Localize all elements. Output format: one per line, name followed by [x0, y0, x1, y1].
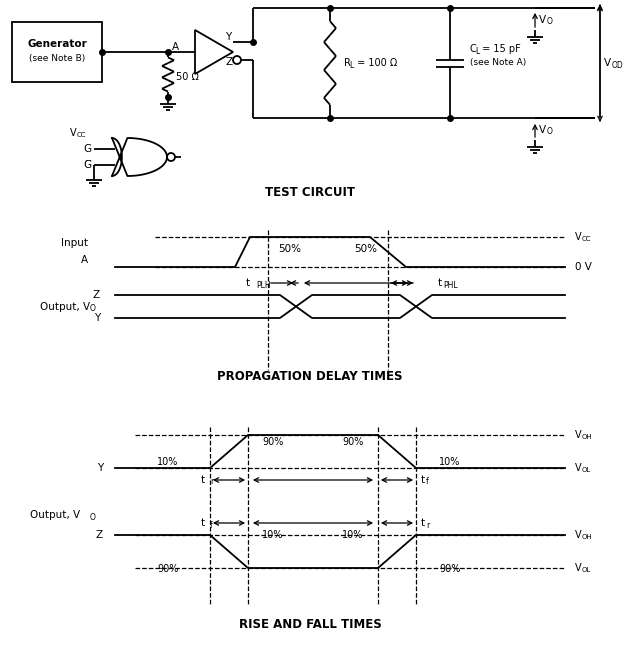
Text: Generator: Generator	[27, 39, 87, 49]
Text: A: A	[81, 255, 88, 265]
Text: t: t	[438, 278, 442, 288]
Text: V: V	[575, 232, 582, 242]
Text: L: L	[349, 60, 353, 69]
Text: V: V	[604, 58, 611, 68]
Text: C: C	[470, 44, 477, 54]
Text: V: V	[575, 563, 582, 573]
Text: O: O	[90, 513, 96, 521]
Text: R: R	[344, 58, 351, 68]
Text: OL: OL	[582, 467, 591, 473]
FancyBboxPatch shape	[12, 22, 102, 82]
Text: A: A	[172, 42, 179, 52]
Text: OH: OH	[582, 434, 593, 440]
Text: OD: OD	[612, 60, 624, 69]
Text: Output, V: Output, V	[30, 510, 80, 520]
Text: G̅: G̅	[83, 161, 91, 171]
Text: G: G	[83, 144, 91, 154]
Text: = 100 Ω: = 100 Ω	[354, 58, 397, 68]
Text: 10%: 10%	[157, 457, 179, 466]
Text: 90%: 90%	[262, 437, 284, 448]
Text: Z: Z	[225, 57, 232, 67]
Text: 90%: 90%	[157, 564, 179, 574]
Text: t: t	[201, 475, 205, 485]
Text: 10%: 10%	[439, 457, 461, 466]
Text: 10%: 10%	[262, 530, 284, 540]
Text: CC: CC	[77, 132, 86, 138]
Text: V: V	[539, 125, 546, 135]
Text: 50%: 50%	[355, 244, 378, 254]
Text: (see Note A): (see Note A)	[470, 58, 526, 67]
Text: Z: Z	[93, 290, 100, 300]
Text: L: L	[475, 46, 479, 56]
Text: t: t	[246, 278, 250, 288]
Text: PROPAGATION DELAY TIMES: PROPAGATION DELAY TIMES	[217, 370, 403, 384]
Text: Y: Y	[93, 313, 100, 323]
Text: Input: Input	[61, 238, 88, 248]
Text: 50 Ω: 50 Ω	[176, 71, 199, 81]
Text: t: t	[421, 475, 425, 485]
Polygon shape	[195, 30, 233, 74]
Text: V: V	[539, 15, 546, 25]
Text: t: t	[421, 518, 425, 528]
Text: V: V	[70, 128, 77, 138]
Text: 90%: 90%	[439, 564, 461, 574]
Text: O: O	[547, 128, 553, 136]
Text: Z: Z	[96, 530, 103, 540]
Text: V: V	[575, 430, 582, 440]
Text: TEST CIRCUIT: TEST CIRCUIT	[265, 185, 355, 198]
Text: Output, V: Output, V	[40, 302, 90, 312]
Text: PLH: PLH	[256, 280, 271, 290]
Text: (see Note B): (see Note B)	[29, 54, 85, 62]
Text: 50%: 50%	[278, 244, 301, 254]
Text: O: O	[90, 304, 96, 313]
Text: RISE AND FALL TIMES: RISE AND FALL TIMES	[239, 618, 381, 632]
Text: OH: OH	[582, 534, 593, 540]
Text: OL: OL	[582, 567, 591, 573]
Text: f: f	[426, 478, 429, 487]
Text: 10%: 10%	[342, 530, 364, 540]
Text: f: f	[210, 521, 212, 530]
Text: = 15 pF: = 15 pF	[479, 44, 521, 54]
Text: PHL: PHL	[443, 280, 458, 290]
Text: V: V	[575, 463, 582, 473]
Text: O: O	[547, 17, 553, 26]
Text: V: V	[575, 530, 582, 540]
Text: CC: CC	[582, 236, 591, 242]
Text: Y: Y	[97, 463, 103, 473]
Text: t: t	[201, 518, 205, 528]
Text: 90%: 90%	[342, 437, 364, 448]
Text: r: r	[210, 478, 213, 487]
Text: r: r	[426, 521, 429, 530]
Text: Y: Y	[225, 32, 231, 42]
Text: 0 V: 0 V	[575, 262, 592, 272]
